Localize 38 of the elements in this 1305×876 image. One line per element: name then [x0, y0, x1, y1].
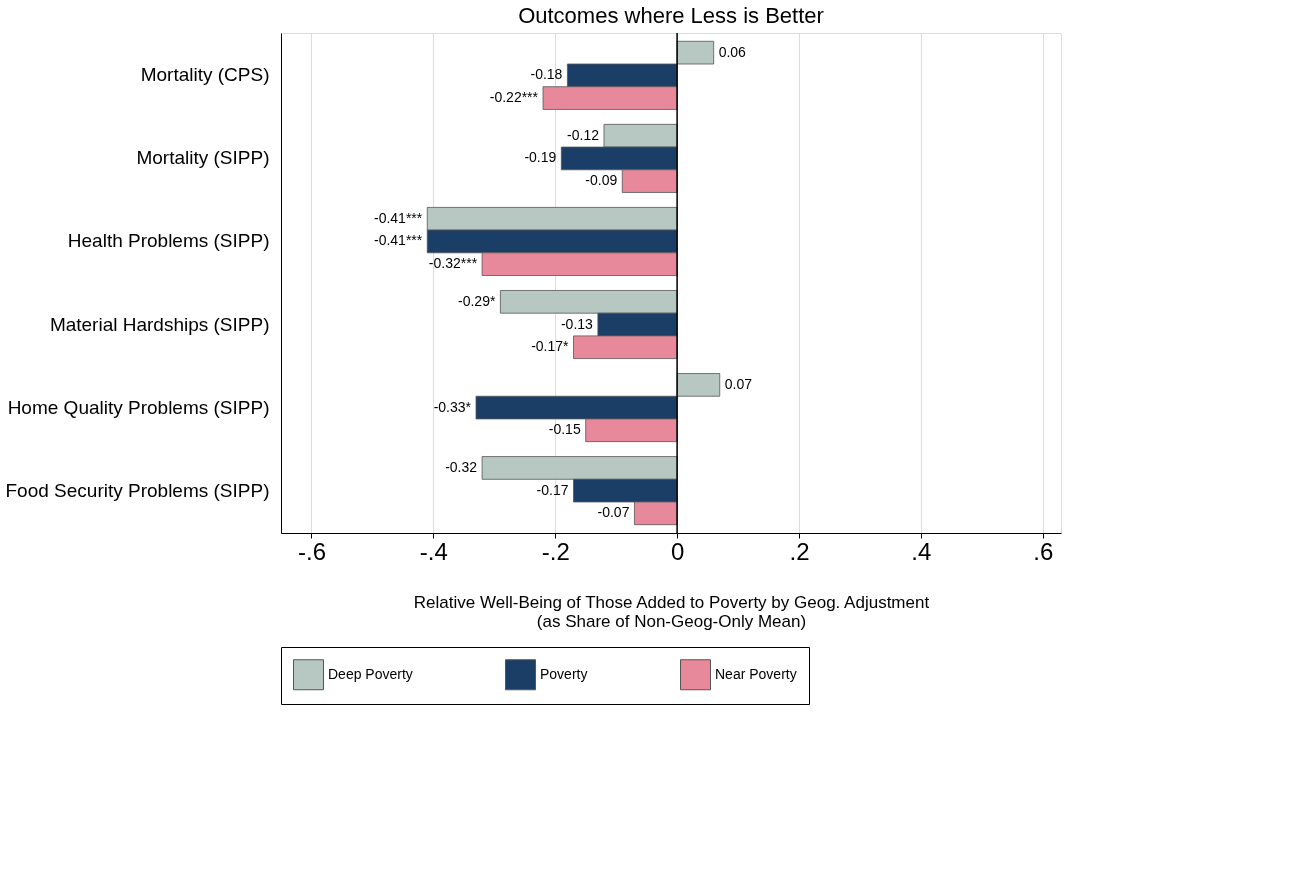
bar	[676, 373, 721, 397]
x-tick-label: .6	[1033, 537, 1054, 565]
y-tick-label: Health Problems (SIPP)	[67, 230, 270, 252]
bar	[676, 40, 715, 65]
data-label: 0.06	[718, 43, 747, 60]
x-tick-label: .4	[911, 537, 932, 565]
legend-label: Poverty	[540, 665, 588, 682]
data-label: -0.17	[536, 481, 569, 498]
data-label: -0.12	[567, 126, 600, 143]
x-tick-label: -.2	[541, 537, 570, 565]
data-label: -0.09	[585, 172, 618, 189]
data-label: -0.22***	[489, 89, 539, 106]
y-tick-label: Food Security Problems (SIPP)	[5, 479, 270, 501]
data-label: -0.32	[445, 458, 478, 475]
y-tick-label: Mortality (SIPP)	[136, 147, 270, 169]
data-label: 0.07	[724, 375, 753, 392]
data-label: -0.18	[530, 66, 563, 83]
data-label: -0.13	[560, 315, 594, 332]
data-label: -0.19	[524, 149, 557, 166]
data-label: -0.32***	[428, 255, 478, 272]
data-label: -0.15	[548, 421, 581, 438]
x-tick-label: .2	[789, 537, 810, 565]
data-label: -0.17*	[531, 338, 570, 355]
x-tick-label: -.6	[297, 537, 326, 565]
data-label: -0.41***	[373, 209, 423, 226]
legend-label: Near Poverty	[715, 665, 797, 682]
y-tick-label: Home Quality Problems (SIPP)	[7, 396, 270, 418]
y-tick-label: Material Hardships (SIPP)	[49, 313, 270, 335]
data-label: -0.41***	[373, 232, 423, 249]
y-tick-label: Mortality (CPS)	[140, 64, 270, 86]
x-tick-label: 0	[670, 537, 685, 565]
data-label: -0.33*	[433, 398, 472, 415]
x-axis-title: Relative Well-Being of Those Added to Poverty by Geog. Adjustment (as Share of Non-Geog-Only Mean)	[413, 592, 930, 631]
data-label: -0.07	[597, 504, 630, 521]
data-label: -0.29*	[458, 292, 496, 309]
legend-label: Deep Poverty	[328, 665, 413, 682]
chart-title: Outcomes where Less is Better	[518, 3, 824, 29]
x-tick-label: -.4	[419, 537, 448, 565]
